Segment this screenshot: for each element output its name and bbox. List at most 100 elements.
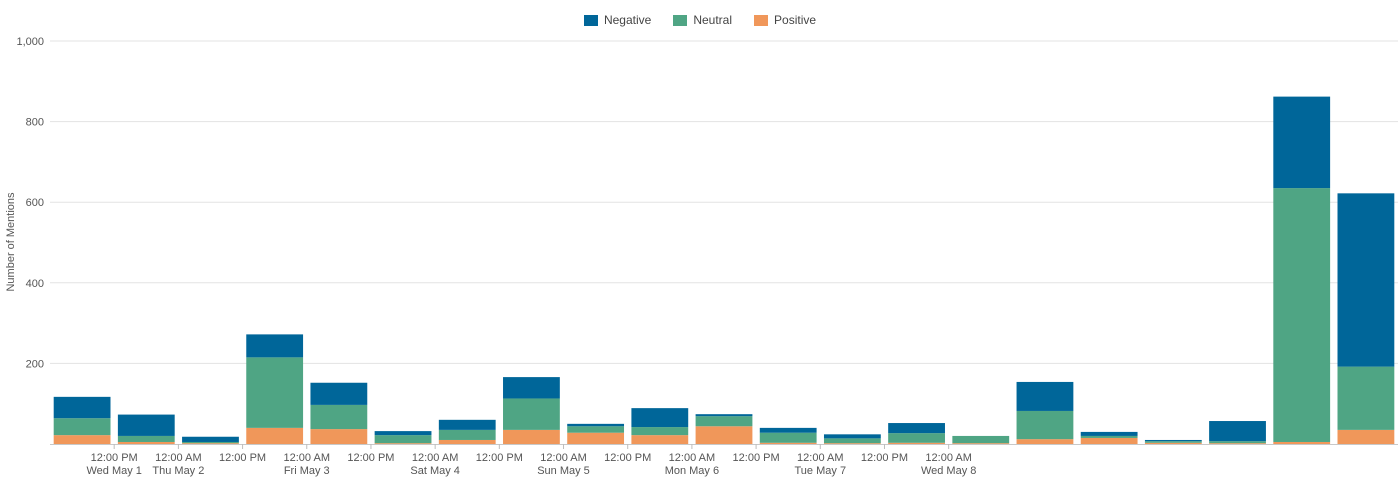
bar-negative[interactable] — [53, 396, 111, 419]
bar-neutral[interactable] — [1080, 435, 1138, 438]
legend-item-positive[interactable]: Positive — [754, 13, 816, 27]
x-tick-time-label: 12:00 PM — [347, 452, 394, 464]
bar-positive[interactable] — [695, 426, 753, 444]
x-tick-time-label: 12:00 AM — [797, 452, 843, 464]
x-tick-date-label: Tue May 7 — [795, 465, 847, 477]
bar-neutral[interactable] — [888, 433, 945, 443]
bar-neutral[interactable] — [759, 432, 817, 443]
bar-negative[interactable] — [1337, 193, 1395, 367]
bar-neutral[interactable] — [823, 438, 881, 444]
bar-negative[interactable] — [1016, 381, 1074, 411]
x-tick-time-label: 12:00 PM — [861, 452, 908, 464]
bar-neutral[interactable] — [53, 418, 111, 436]
bar-positive[interactable] — [823, 443, 881, 444]
legend-label-negative: Negative — [603, 13, 652, 27]
bar-negative[interactable] — [246, 334, 304, 358]
bar-negative[interactable] — [374, 431, 432, 436]
bar-positive[interactable] — [53, 435, 111, 444]
y-tick-label: 1,000 — [16, 36, 44, 48]
bar-positive[interactable] — [888, 442, 945, 444]
legend-label-neutral: Neutral — [693, 13, 733, 27]
bar-negative[interactable] — [631, 408, 689, 428]
legend-swatch-positive — [754, 14, 769, 26]
x-tick-date-label: Sat May 4 — [410, 465, 460, 477]
x-tick-time-label: 12:00 PM — [91, 452, 138, 464]
bar-neutral[interactable] — [310, 404, 368, 430]
bar-neutral[interactable] — [246, 357, 304, 428]
bar-neutral[interactable] — [374, 435, 432, 444]
bar-negative[interactable] — [438, 419, 496, 430]
bar-neutral[interactable] — [1144, 441, 1202, 443]
bar-neutral[interactable] — [182, 441, 239, 444]
x-tick-time-label: 12:00 PM — [733, 452, 780, 464]
bar-neutral[interactable] — [567, 426, 625, 433]
bars — [53, 96, 1395, 444]
bar-negative[interactable] — [1080, 431, 1138, 436]
bar-positive[interactable] — [1016, 439, 1074, 444]
bar-neutral[interactable] — [503, 398, 560, 430]
bar-positive[interactable] — [310, 429, 368, 444]
bar-positive[interactable] — [503, 429, 560, 444]
x-tick-time-label: 12:00 AM — [669, 452, 715, 464]
bar-negative[interactable] — [1273, 96, 1331, 189]
bar-positive[interactable] — [631, 435, 689, 444]
x-tick-date-label: Thu May 2 — [152, 465, 204, 477]
legend-label-positive: Positive — [774, 13, 817, 27]
x-tick-date-label: Fri May 3 — [284, 465, 330, 477]
bar-neutral[interactable] — [631, 427, 689, 436]
bar-positive[interactable] — [1144, 442, 1202, 444]
x-tick-date-label: Wed May 8 — [921, 465, 976, 477]
bar-positive[interactable] — [182, 443, 239, 444]
bar-neutral[interactable] — [1273, 188, 1331, 442]
bar-negative[interactable] — [503, 377, 560, 399]
x-tick-date-label: Wed May 1 — [86, 465, 141, 477]
y-axis-title: Number of Mentions — [5, 192, 17, 292]
bar-neutral[interactable] — [695, 416, 753, 427]
x-tick-date-label: Sun May 5 — [537, 465, 590, 477]
bar-negative[interactable] — [823, 434, 881, 439]
bar-positive[interactable] — [374, 443, 432, 444]
grid-lines — [50, 40, 1398, 364]
bar-negative[interactable] — [1144, 439, 1202, 442]
y-tick-label: 400 — [26, 278, 44, 290]
bar-positive[interactable] — [1337, 429, 1395, 444]
bar-positive[interactable] — [246, 427, 304, 444]
bar-negative[interactable] — [310, 382, 368, 405]
bar-negative[interactable] — [567, 423, 625, 427]
x-tick-time-label: 12:00 AM — [540, 452, 586, 464]
bar-positive[interactable] — [952, 443, 1010, 444]
bar-positive[interactable] — [1209, 443, 1266, 444]
y-tick-label: 600 — [26, 197, 44, 209]
legend-item-neutral[interactable]: Neutral — [673, 13, 732, 27]
legend-swatch-neutral — [673, 14, 688, 26]
x-tick-time-label: 12:00 PM — [604, 452, 651, 464]
bar-positive[interactable] — [759, 442, 817, 444]
x-tick-date-label: Mon May 6 — [665, 465, 719, 477]
bar-positive[interactable] — [438, 439, 496, 444]
bar-positive[interactable] — [567, 432, 625, 444]
bar-negative[interactable] — [117, 414, 175, 436]
x-tick-time-label: 12:00 AM — [412, 452, 458, 464]
legend-item-negative[interactable]: Negative — [583, 13, 652, 27]
bar-neutral[interactable] — [117, 435, 175, 442]
bar-positive[interactable] — [117, 441, 175, 444]
bar-negative[interactable] — [695, 414, 753, 417]
bar-neutral[interactable] — [952, 435, 1010, 444]
bar-neutral[interactable] — [1016, 410, 1074, 440]
bar-neutral[interactable] — [1209, 441, 1266, 444]
legend-swatch-negative — [583, 14, 598, 26]
bar-negative[interactable] — [759, 427, 817, 433]
bar-positive[interactable] — [1273, 441, 1331, 444]
bar-negative[interactable] — [1209, 421, 1266, 442]
bar-negative[interactable] — [888, 423, 945, 434]
bar-positive[interactable] — [1080, 437, 1138, 444]
x-tick-time-label: 12:00 AM — [155, 452, 201, 464]
bar-neutral[interactable] — [438, 429, 496, 440]
x-tick-time-label: 12:00 PM — [476, 452, 523, 464]
x-tick-time-label: 12:00 AM — [925, 452, 971, 464]
chart-legend: Negative Neutral Positive — [0, 13, 1400, 27]
bar-neutral[interactable] — [1337, 366, 1395, 430]
bar-negative[interactable] — [182, 436, 239, 442]
